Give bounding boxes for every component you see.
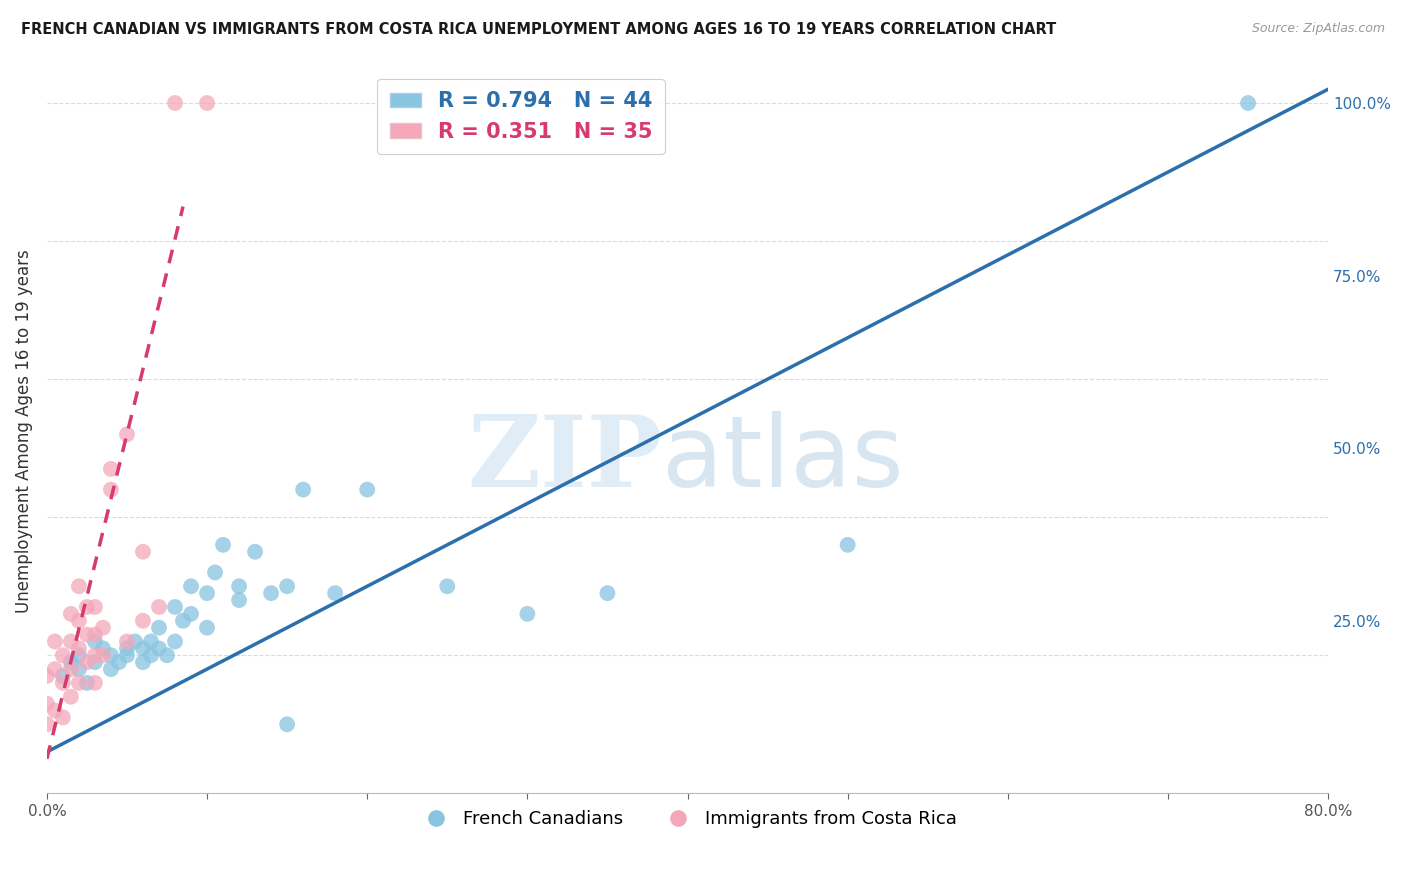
Point xyxy=(243,545,266,559)
Point xyxy=(163,96,186,111)
Legend: French Canadians, Immigrants from Costa Rica: French Canadians, Immigrants from Costa … xyxy=(411,803,965,835)
Point xyxy=(59,634,82,648)
Point xyxy=(132,545,155,559)
Point xyxy=(212,538,235,552)
Point xyxy=(156,648,179,663)
Point xyxy=(139,634,162,648)
Point xyxy=(52,710,75,724)
Point xyxy=(76,627,98,641)
Point xyxy=(837,538,859,552)
Point xyxy=(44,634,66,648)
Point xyxy=(180,579,202,593)
Point xyxy=(132,641,155,656)
Point xyxy=(76,676,98,690)
Point xyxy=(35,717,58,731)
Point xyxy=(59,662,82,676)
Point xyxy=(84,648,107,663)
Point xyxy=(108,655,131,669)
Point xyxy=(323,586,346,600)
Point xyxy=(52,676,75,690)
Point xyxy=(195,621,218,635)
Point xyxy=(276,717,298,731)
Y-axis label: Unemployment Among Ages 16 to 19 years: Unemployment Among Ages 16 to 19 years xyxy=(15,249,32,613)
Point xyxy=(84,627,107,641)
Point xyxy=(100,483,122,497)
Point xyxy=(195,96,218,111)
Point xyxy=(59,607,82,621)
Point xyxy=(100,462,122,476)
Point xyxy=(180,607,202,621)
Point xyxy=(148,599,170,614)
Point xyxy=(124,634,146,648)
Point xyxy=(132,655,155,669)
Point xyxy=(67,648,90,663)
Point xyxy=(516,607,538,621)
Point xyxy=(67,614,90,628)
Point xyxy=(59,690,82,704)
Text: FRENCH CANADIAN VS IMMIGRANTS FROM COSTA RICA UNEMPLOYMENT AMONG AGES 16 TO 19 Y: FRENCH CANADIAN VS IMMIGRANTS FROM COSTA… xyxy=(21,22,1056,37)
Point xyxy=(139,648,162,663)
Point xyxy=(292,483,315,497)
Point xyxy=(44,704,66,718)
Point xyxy=(52,669,75,683)
Point xyxy=(91,648,114,663)
Point xyxy=(115,641,138,656)
Point xyxy=(67,662,90,676)
Point xyxy=(115,427,138,442)
Point xyxy=(228,593,250,607)
Point xyxy=(132,614,155,628)
Text: ZIP: ZIP xyxy=(467,411,662,508)
Point xyxy=(163,599,186,614)
Point xyxy=(84,634,107,648)
Point xyxy=(84,676,107,690)
Point xyxy=(91,621,114,635)
Point xyxy=(115,648,138,663)
Point xyxy=(356,483,378,497)
Point xyxy=(76,655,98,669)
Point xyxy=(100,662,122,676)
Point xyxy=(172,614,194,628)
Point xyxy=(35,669,58,683)
Point xyxy=(44,662,66,676)
Point xyxy=(59,655,82,669)
Point xyxy=(67,641,90,656)
Point xyxy=(1237,96,1260,111)
Point xyxy=(100,648,122,663)
Point xyxy=(228,579,250,593)
Point xyxy=(163,634,186,648)
Point xyxy=(115,634,138,648)
Point xyxy=(91,641,114,656)
Point xyxy=(84,655,107,669)
Point xyxy=(436,579,458,593)
Point xyxy=(276,579,298,593)
Point xyxy=(67,579,90,593)
Point xyxy=(148,621,170,635)
Point xyxy=(195,586,218,600)
Point xyxy=(52,648,75,663)
Point xyxy=(596,586,619,600)
Point xyxy=(204,566,226,580)
Point xyxy=(84,599,107,614)
Point xyxy=(148,641,170,656)
Point xyxy=(260,586,283,600)
Point xyxy=(76,599,98,614)
Text: atlas: atlas xyxy=(662,411,904,508)
Point xyxy=(35,697,58,711)
Point xyxy=(67,676,90,690)
Text: Source: ZipAtlas.com: Source: ZipAtlas.com xyxy=(1251,22,1385,36)
